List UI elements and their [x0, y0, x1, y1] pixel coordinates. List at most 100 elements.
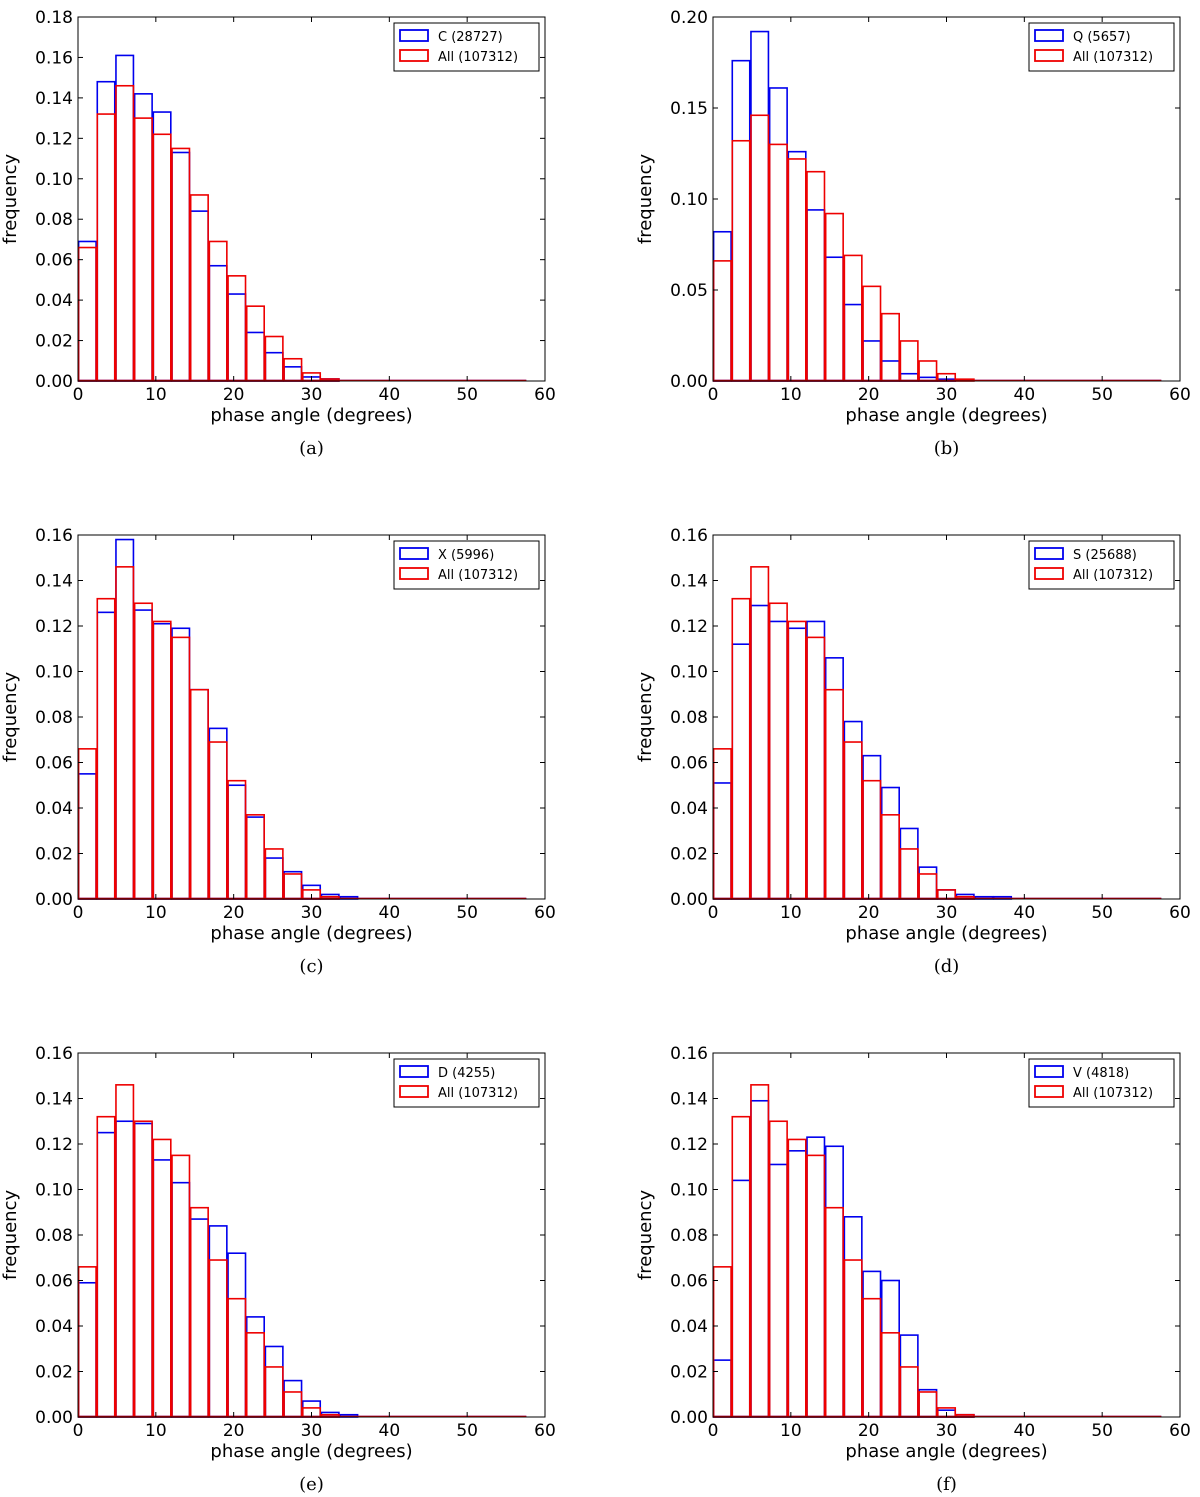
- y-tick-label: 0.06: [35, 1272, 73, 1292]
- subset-bar: [171, 1181, 191, 1418]
- subset-bar: [806, 209, 826, 382]
- y-tick-label: 0.10: [35, 1181, 73, 1201]
- all-bar: [712, 1266, 732, 1418]
- x-axis-label: phase angle (degrees): [845, 1441, 1047, 1462]
- subset-bar: [806, 620, 826, 900]
- y-tick-label: 0.06: [35, 754, 73, 774]
- x-tick-label: 50: [456, 1421, 478, 1441]
- all-bar: [245, 305, 266, 382]
- x-tick-label: 60: [1169, 1421, 1191, 1441]
- y-tick-label: 0.02: [670, 845, 708, 865]
- subset-bar: [750, 1099, 770, 1418]
- all-bar: [245, 814, 266, 900]
- y-tick-label: 0.10: [670, 663, 708, 683]
- y-tick-label: 0.12: [35, 617, 73, 637]
- x-tick-label: 20: [223, 385, 245, 405]
- all-bar: [824, 688, 844, 900]
- all-bar: [115, 566, 135, 900]
- subset-bar: [189, 1218, 209, 1418]
- all-bar: [189, 688, 209, 900]
- all-bar: [264, 1366, 284, 1418]
- x-tick-label: 30: [301, 903, 323, 923]
- subset-bar: [245, 1316, 266, 1418]
- x-axis-label: phase angle (degrees): [845, 923, 1047, 944]
- x-tick-label: 20: [858, 1421, 880, 1441]
- all-bar: [918, 873, 938, 900]
- subset-bar: [171, 151, 191, 382]
- subset-bar: [208, 727, 228, 900]
- x-tick-label: 10: [780, 1421, 802, 1441]
- all-bar: [731, 1115, 751, 1418]
- y-axis-label: frequency: [0, 672, 21, 763]
- panel-caption: (d): [934, 956, 960, 977]
- legend-entry-label: All (107312): [1073, 568, 1153, 583]
- all-bar: [824, 1206, 844, 1418]
- all-bar: [899, 340, 919, 382]
- all-bar: [731, 139, 751, 382]
- plot-frame: [712, 534, 1181, 900]
- y-tick-label: 0.16: [670, 526, 708, 546]
- y-tick-label: 0.00: [670, 372, 708, 392]
- all-bar: [227, 275, 247, 382]
- all-bar: [264, 848, 284, 900]
- subset-bar: [824, 657, 844, 900]
- all-bar: [227, 1297, 247, 1418]
- subset-bar: [208, 1225, 228, 1418]
- subset-bar: [787, 150, 807, 382]
- all-bar: [787, 1138, 807, 1418]
- x-tick-label: 50: [1091, 903, 1113, 923]
- x-tick-label: 10: [145, 903, 167, 923]
- all-bar: [806, 636, 826, 900]
- legend: X (5996) All (107312): [393, 540, 540, 590]
- y-tick-label: 0.04: [35, 291, 73, 311]
- subset-bar: [731, 1179, 751, 1418]
- all-bar: [96, 597, 116, 900]
- y-tick-label: 0.12: [35, 1135, 73, 1155]
- y-axis-label: frequency: [635, 1190, 656, 1281]
- subset-bar: [171, 627, 191, 900]
- subset-bar: [918, 1388, 938, 1418]
- all-bar: [899, 1366, 919, 1418]
- all-bar: [862, 1297, 882, 1418]
- all-bar: [843, 254, 863, 382]
- y-tick-label: 0.02: [670, 1363, 708, 1383]
- y-tick-label: 0.18: [35, 8, 73, 28]
- all-bar: [843, 1259, 863, 1418]
- all-legend-swatch: [1034, 567, 1064, 580]
- all-bar: [880, 1332, 900, 1418]
- x-axis-label: phase angle (degrees): [210, 1441, 412, 1462]
- all-bar: [189, 1206, 209, 1418]
- legend-box: [393, 22, 540, 72]
- panel-caption: (c): [299, 956, 323, 977]
- subset-bar: [880, 1279, 900, 1418]
- subset-bar: [133, 609, 153, 900]
- subset-bar: [787, 627, 807, 900]
- legend-box: [1028, 540, 1175, 590]
- x-tick-label: 10: [780, 385, 802, 405]
- y-tick-label: 0.08: [670, 708, 708, 728]
- y-tick-label: 0.00: [670, 1408, 708, 1428]
- subset-bar: [712, 230, 732, 382]
- all-bar: [862, 285, 882, 382]
- all-bar: [824, 212, 844, 382]
- y-tick-label: 0.04: [35, 1317, 73, 1337]
- all-legend-swatch: [1034, 1085, 1064, 1098]
- histogram-panel-f: 0 10 20 30 40 50 60 0.00 0.02 0.04 0.06 0.08 0.10 0.1…: [635, 1044, 1191, 1495]
- x-tick-label: 0: [708, 1421, 719, 1441]
- subset-bar: [152, 1159, 172, 1418]
- all-bar: [283, 357, 303, 382]
- x-tick-label: 50: [456, 385, 478, 405]
- all-bar: [787, 620, 807, 900]
- subset-bar: [77, 240, 97, 382]
- plot-frame: [712, 16, 1181, 382]
- y-tick-label: 0.14: [35, 89, 73, 109]
- subset-bar: [96, 80, 116, 382]
- all-bar: [750, 1084, 770, 1418]
- all-bar: [208, 741, 228, 900]
- subset-bar: [283, 1379, 303, 1418]
- legend-entry-label: D (4255): [438, 1066, 495, 1081]
- subset-legend-swatch: [399, 547, 429, 560]
- y-tick-label: 0.14: [35, 572, 73, 592]
- y-tick-label: 0.10: [35, 663, 73, 683]
- x-tick-label: 40: [1014, 1421, 1036, 1441]
